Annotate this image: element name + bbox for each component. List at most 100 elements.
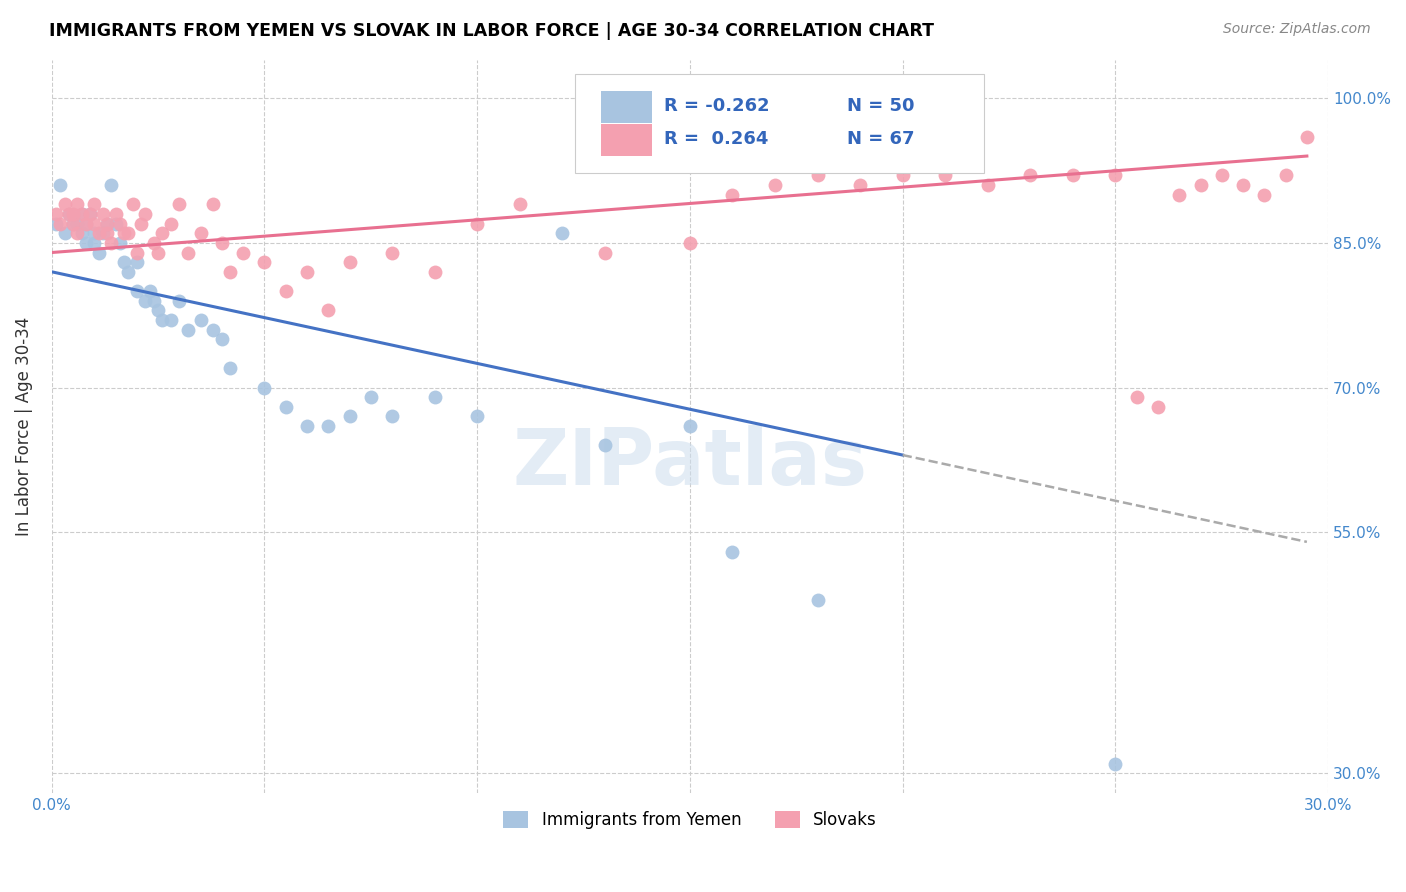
Point [45,207,67,221]
Point [62,217,84,231]
Point [253,380,276,394]
Point [134,207,156,221]
Point [381,245,404,260]
Point [169,293,191,308]
Point [1104,756,1126,771]
Point [70,207,93,221]
Point [202,323,225,337]
Point [66,197,89,211]
Point [91,226,114,240]
Point [96,226,118,240]
Text: R =  0.264: R = 0.264 [665,129,769,148]
Point [125,284,148,298]
Point [112,255,135,269]
Text: N = 67: N = 67 [846,129,914,148]
Point [381,409,404,424]
Point [1147,400,1170,414]
Point [1295,129,1317,144]
Point [83,217,105,231]
Point [70,226,93,240]
Point [339,409,361,424]
Y-axis label: In Labor Force | Age 30-34: In Labor Force | Age 30-34 [15,317,32,536]
Point [253,255,276,269]
Point [211,235,233,250]
Point [160,217,183,231]
Point [219,265,242,279]
Point [423,265,446,279]
Point [721,544,744,558]
Point [1211,169,1233,183]
Point [1189,178,1212,192]
Point [316,303,339,318]
Point [108,217,131,231]
Point [1019,169,1042,183]
Point [146,245,169,260]
Point [66,217,89,231]
Point [1274,169,1296,183]
Point [160,313,183,327]
Point [232,245,254,260]
Point [763,178,786,192]
Point [91,207,114,221]
Point [134,293,156,308]
Point [49,217,72,231]
Point [117,265,139,279]
Point [934,169,956,183]
Point [274,400,297,414]
Point [509,197,531,211]
Point [62,207,84,221]
Point [423,390,446,404]
Point [87,245,110,260]
FancyBboxPatch shape [600,91,651,123]
Point [100,178,122,192]
Point [53,226,76,240]
Point [177,323,200,337]
Point [1125,390,1147,404]
Point [125,255,148,269]
Text: R = -0.262: R = -0.262 [665,97,770,115]
Point [83,226,105,240]
Point [125,245,148,260]
Text: N = 50: N = 50 [846,97,914,115]
Point [142,235,165,250]
Point [117,226,139,240]
Point [360,390,382,404]
Point [83,235,105,250]
Point [211,332,233,346]
Point [219,361,242,376]
Text: IMMIGRANTS FROM YEMEN VS SLOVAK IN LABOR FORCE | AGE 30-34 CORRELATION CHART: IMMIGRANTS FROM YEMEN VS SLOVAK IN LABOR… [49,22,934,40]
Point [849,178,872,192]
Point [79,207,101,221]
Point [1232,178,1254,192]
Point [679,235,702,250]
Point [177,245,200,260]
Point [75,235,97,250]
Point [104,217,127,231]
Legend: Immigrants from Yemen, Slovaks: Immigrants from Yemen, Slovaks [496,804,883,836]
Point [75,217,97,231]
Point [142,293,165,308]
Text: Source: ZipAtlas.com: Source: ZipAtlas.com [1223,22,1371,37]
Point [295,419,318,434]
Point [593,438,616,452]
Point [112,226,135,240]
Point [104,207,127,221]
Point [108,235,131,250]
Point [295,265,318,279]
Point [190,313,212,327]
Point [62,217,84,231]
Point [138,284,160,298]
Point [58,207,80,221]
Point [53,197,76,211]
Point [721,187,744,202]
Point [339,255,361,269]
Point [129,217,152,231]
Point [66,226,89,240]
Point [100,235,122,250]
Point [977,178,1000,192]
Point [146,303,169,318]
Point [202,197,225,211]
Point [150,226,173,240]
Point [593,245,616,260]
Point [96,217,118,231]
